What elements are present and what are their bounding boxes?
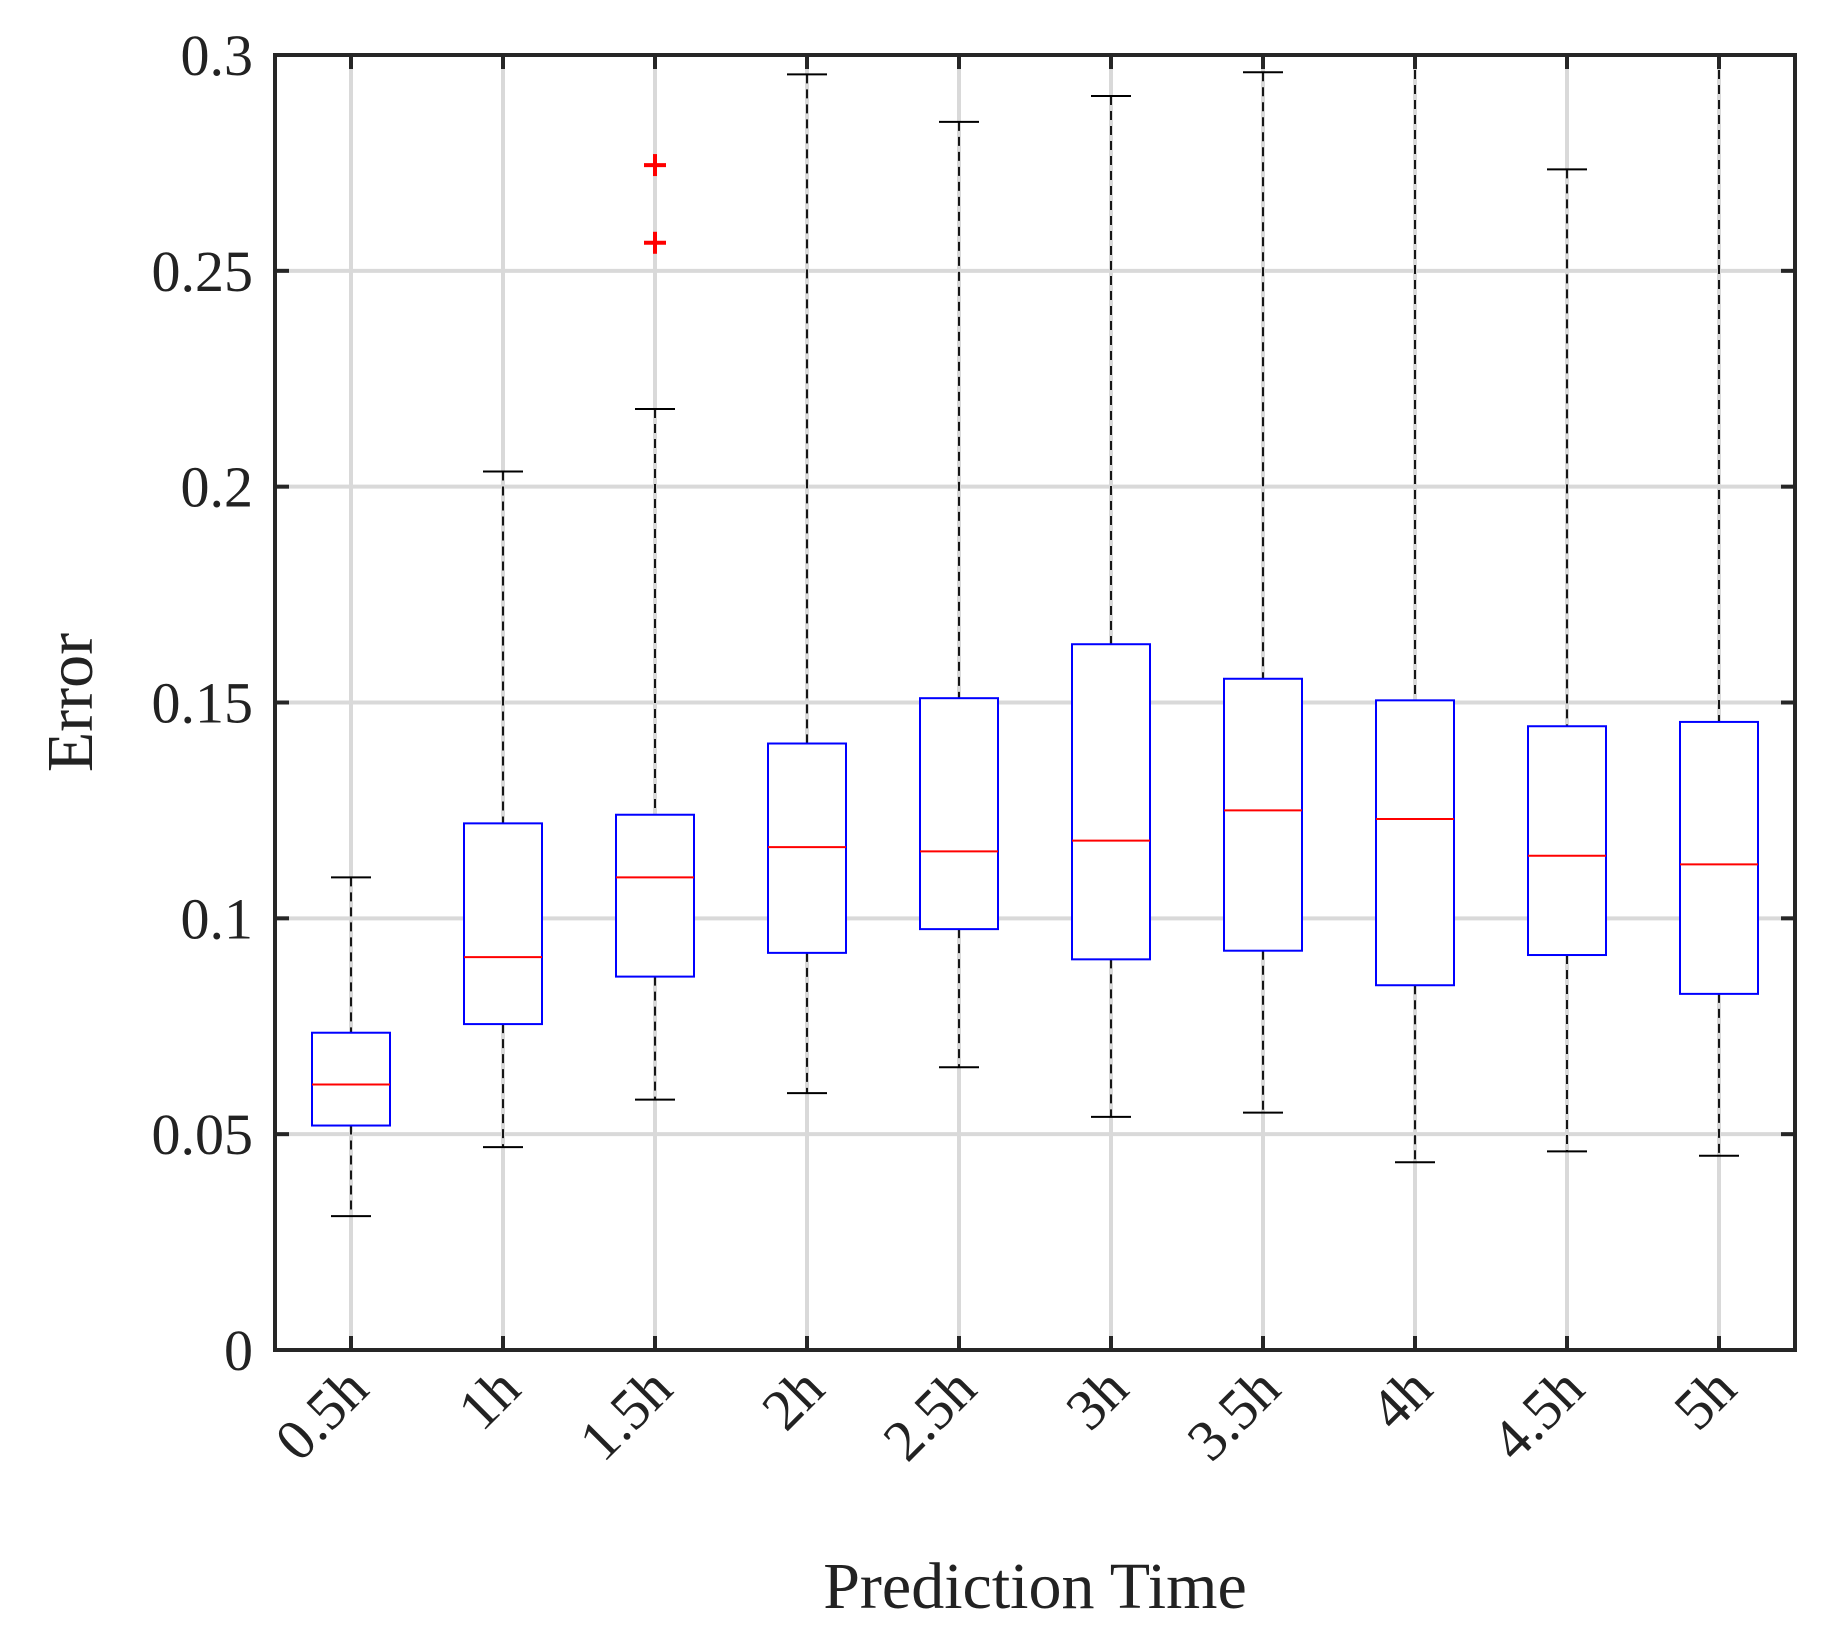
outliers (644, 154, 666, 254)
y-tick-label: 0.25 (152, 239, 254, 304)
y-tick-label: 0.3 (181, 23, 254, 88)
box-iqr (463, 822, 543, 1026)
y-tick-label: 0.05 (152, 1102, 254, 1167)
box-iqr (1071, 643, 1151, 961)
box-iqr (1375, 699, 1455, 987)
x-axis-label: Prediction Time (823, 1550, 1247, 1623)
box-iqr (1527, 725, 1607, 957)
outlier-marker (644, 154, 666, 177)
y-axis-label: Error (34, 633, 107, 772)
box-iqr (919, 697, 999, 931)
y-tick-label: 0 (224, 1318, 253, 1383)
boxes (311, 643, 1759, 1127)
box-iqr (311, 1031, 391, 1127)
whiskers (331, 54, 1739, 1218)
y-tick-label: 0.2 (181, 455, 254, 520)
outlier-marker (644, 231, 666, 254)
y-tick-label: 0.15 (152, 671, 254, 736)
y-tick-labels: 0 0.05 0.1 0.15 0.2 0.25 0.3 (152, 23, 254, 1383)
box-iqr (1679, 720, 1759, 995)
box-iqr (615, 813, 695, 978)
box-iqr (767, 742, 847, 954)
box-iqr (1223, 677, 1303, 952)
y-tick-label: 0.1 (181, 886, 254, 951)
axis-ticks (275, 53, 1795, 1352)
